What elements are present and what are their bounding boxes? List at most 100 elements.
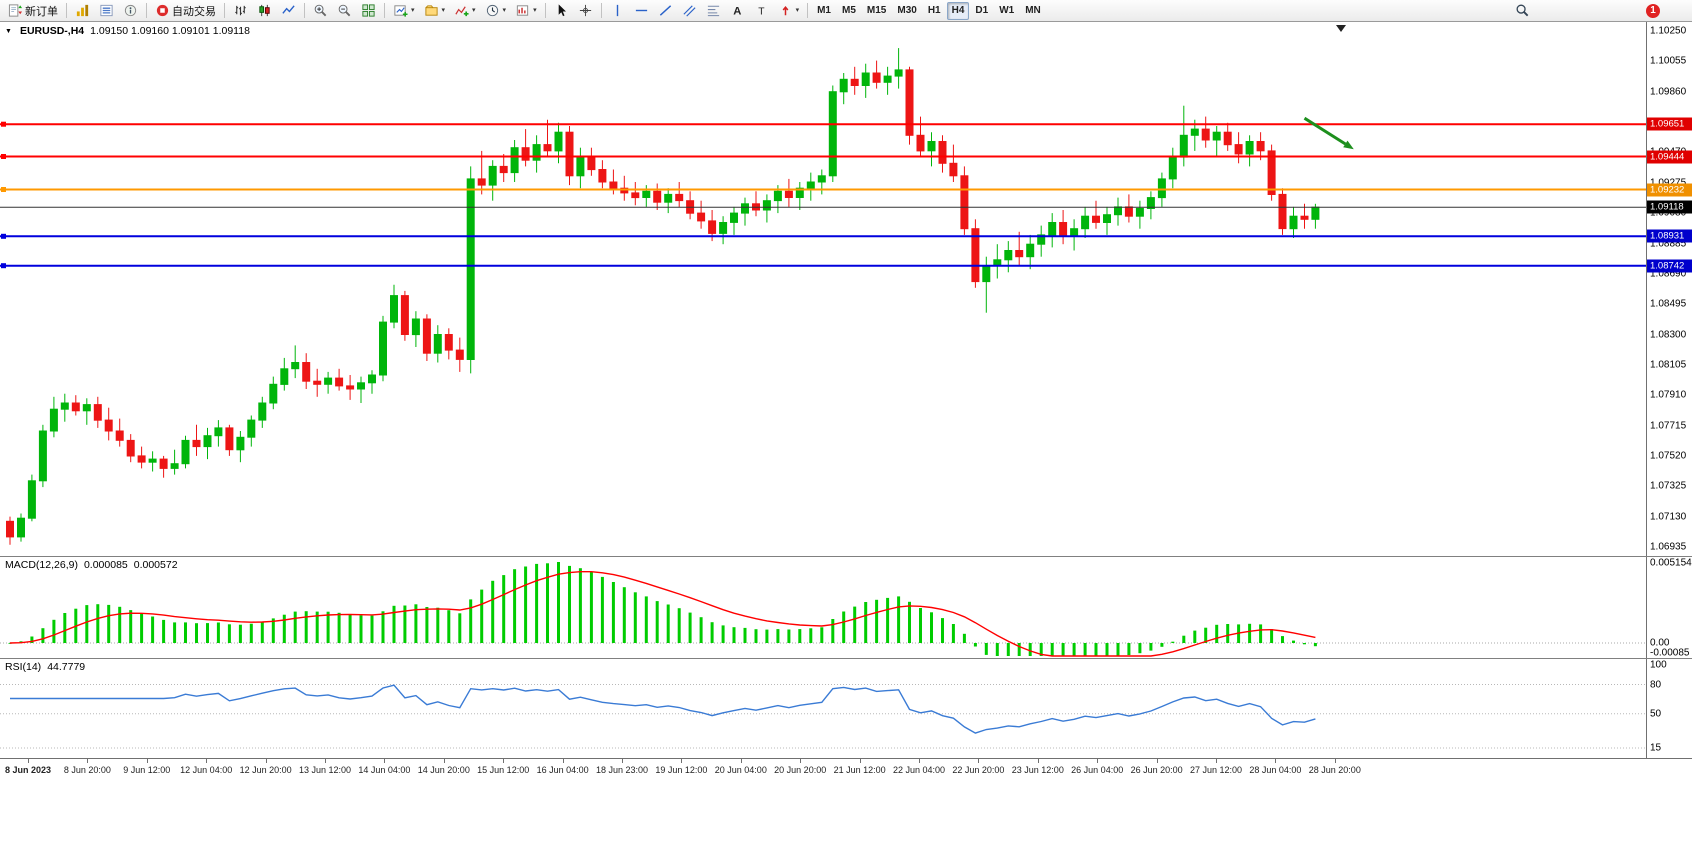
new-order-label: 新订单 xyxy=(25,5,58,18)
timeframe-d1[interactable]: D1 xyxy=(975,5,989,16)
price-line-badge: 1.09444 xyxy=(1647,150,1692,163)
cursor-button[interactable] xyxy=(550,0,573,21)
fibonacci-button[interactable] xyxy=(702,0,725,21)
price-line-badge: 1.08931 xyxy=(1647,229,1692,243)
macd-panel-separator[interactable] xyxy=(0,556,1692,557)
time-tick xyxy=(978,759,980,763)
horizontal-line-icon xyxy=(635,9,647,12)
chart-plot[interactable] xyxy=(0,22,1646,758)
price-tick-label: 1.09860 xyxy=(1650,86,1687,98)
data-window-button[interactable] xyxy=(95,0,118,21)
channel-button[interactable] xyxy=(678,0,701,21)
time-tick xyxy=(1334,759,1336,763)
indicators-button[interactable]: ▾ xyxy=(450,0,480,21)
time-label: 28 Jun 20:00 xyxy=(1308,765,1361,775)
rsi-panel-separator[interactable] xyxy=(0,658,1692,659)
time-label: 26 Jun 04:00 xyxy=(1071,765,1124,775)
chart-end-marker xyxy=(1336,25,1346,32)
timeframe-h4[interactable]: H4 xyxy=(946,1,970,20)
time-tick xyxy=(503,759,505,763)
time-axis[interactable]: 8 Jun 2023 8 Jun 20:00 9 Jun 12:00 12 Jun 0… xyxy=(0,758,1692,784)
hline-button[interactable] xyxy=(630,0,653,21)
market-watch-icon xyxy=(76,4,89,17)
timeframe-mn[interactable]: MN xyxy=(1025,5,1041,16)
timeframe-m1[interactable]: M1 xyxy=(817,5,831,16)
timeframe-m30[interactable]: M30 xyxy=(897,5,917,16)
timeframe-m5[interactable]: M5 xyxy=(842,5,856,16)
line-anchor xyxy=(1,233,6,239)
search-icon xyxy=(1516,4,1529,17)
chart-bar-type-button[interactable] xyxy=(229,0,252,21)
price-tick-label: 1.07130 xyxy=(1650,511,1687,523)
trend-arrow[interactable] xyxy=(1303,116,1347,146)
label-button[interactable]: T xyxy=(750,0,773,21)
periods-button[interactable]: ▾ xyxy=(481,0,511,21)
time-tick xyxy=(1037,759,1039,763)
timeframe-w1[interactable]: W1 xyxy=(999,5,1015,16)
toolbar: 新订单 自动交易 xyxy=(0,0,1692,22)
time-label: 15 Jun 12:00 xyxy=(477,765,530,775)
tile-windows-button[interactable] xyxy=(357,0,380,21)
zoom-in-button[interactable] xyxy=(309,0,332,21)
price-tick-label: 1.09275 xyxy=(1650,177,1686,188)
timeframe-m15[interactable]: M15 xyxy=(866,5,887,16)
data-window-icon xyxy=(100,4,113,17)
text-button[interactable]: A xyxy=(726,0,749,21)
time-tick xyxy=(800,759,802,763)
chevron-down-icon: ▾ xyxy=(411,7,415,14)
macd-signal-line xyxy=(9,571,1316,657)
toolbar-separator xyxy=(304,3,305,18)
rsi-tick-label: 15 xyxy=(1650,742,1662,754)
new-order-button[interactable]: 新订单 xyxy=(4,0,62,21)
zoom-out-button[interactable] xyxy=(333,0,356,21)
toolbar-separator xyxy=(544,3,546,18)
vline-button[interactable] xyxy=(606,0,629,21)
price-tick-label: 1.10055 xyxy=(1650,55,1687,67)
chevron-down-icon: ▾ xyxy=(795,7,800,14)
macd-tick-label: 0.005154 xyxy=(1650,557,1692,569)
price-line-badge: 1.09651 xyxy=(1647,117,1692,131)
price-tick-label: 1.08885 xyxy=(1650,238,1687,249)
navigator-button[interactable] xyxy=(119,0,142,21)
price-axis[interactable]: 1.102501.100551.098601.096651.094701.092… xyxy=(1646,22,1692,758)
price-tick-label: 1.08105 xyxy=(1650,359,1687,371)
autotrading-button[interactable]: 自动交易 xyxy=(151,0,220,21)
chart-line-type-button[interactable] xyxy=(277,0,300,21)
time-label: 23 Jun 12:00 xyxy=(1011,765,1064,775)
svg-text:A: A xyxy=(733,6,741,18)
price-tick-label: 1.08690 xyxy=(1650,268,1687,280)
crosshair-button[interactable] xyxy=(574,0,597,21)
time-label: 22 Jun 20:00 xyxy=(952,765,1005,775)
trendline-button[interactable] xyxy=(654,0,677,21)
templates-button[interactable]: ▾ xyxy=(511,0,541,21)
price-tick-label: 1.06935 xyxy=(1650,541,1687,553)
ohlc-values: 1.09150 1.09160 1.09101 1.09118 xyxy=(90,25,250,37)
chevron-down-icon: ▾ xyxy=(441,7,446,14)
chart-menu-icon[interactable]: ▼ xyxy=(5,27,12,35)
text-icon: A xyxy=(733,6,741,18)
crosshair-icon xyxy=(579,4,591,17)
time-label: 20 Jun 20:00 xyxy=(774,765,827,775)
time-tick xyxy=(87,759,89,763)
search-button[interactable] xyxy=(1511,0,1534,21)
arrows-button[interactable]: ▾ xyxy=(774,0,804,21)
price-tick-label: 1.07910 xyxy=(1650,389,1687,401)
new-chart-button[interactable]: ▾ xyxy=(389,0,419,21)
timeframe-h1[interactable]: H1 xyxy=(927,5,941,16)
market-watch-button[interactable] xyxy=(71,0,94,21)
time-label: 28 Jun 04:00 xyxy=(1249,765,1302,775)
line-anchor xyxy=(1,187,6,192)
line-anchor xyxy=(1,154,6,159)
time-tick xyxy=(443,759,445,763)
time-tick xyxy=(1156,759,1158,763)
macd-tick-label: -0.00085 xyxy=(1650,647,1690,659)
chart-candle-type-button[interactable] xyxy=(253,0,276,21)
chart-profiles-button[interactable]: ▾ xyxy=(420,0,450,21)
time-label: 22 Jun 04:00 xyxy=(892,765,946,775)
tile-windows-icon xyxy=(362,4,375,17)
candlestick-type-icon xyxy=(259,4,270,17)
time-tick xyxy=(28,759,29,763)
notification-badge[interactable]: 1 xyxy=(1646,3,1660,18)
toolbar-separator xyxy=(384,3,385,18)
time-tick xyxy=(1275,759,1277,763)
